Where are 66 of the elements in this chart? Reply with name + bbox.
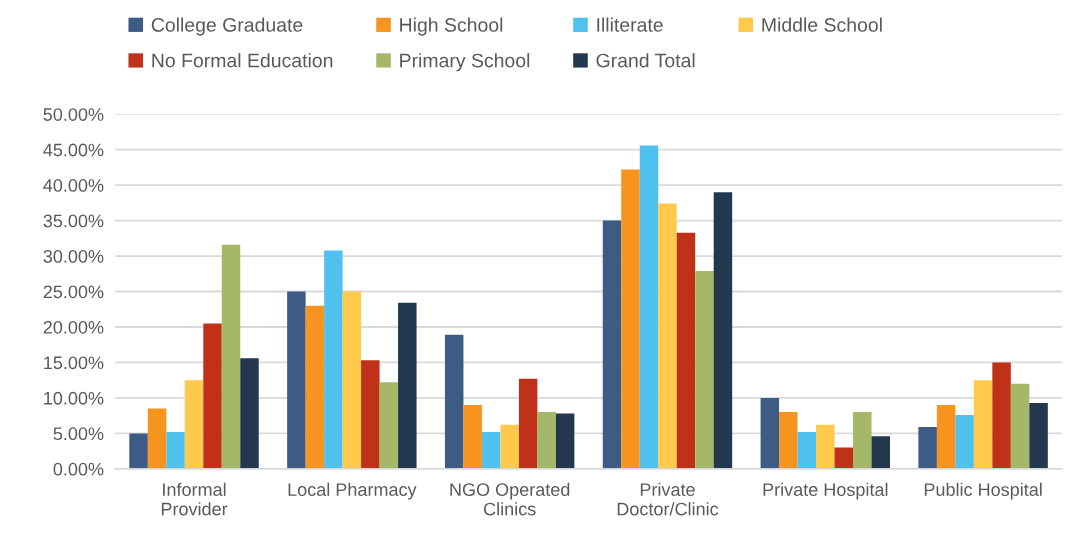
bar [287, 291, 306, 469]
legend-label: No Formal Education [152, 53, 333, 68]
bar [129, 433, 148, 469]
bar [834, 447, 854, 469]
bar [537, 412, 556, 469]
bar [518, 378, 538, 469]
legend-label: Middle School [762, 17, 882, 32]
bar [936, 405, 956, 469]
bar [361, 360, 380, 469]
y-tick-label: 10.00% [44, 391, 104, 405]
y-tick-label: 45.00% [43, 143, 104, 157]
y-tick-label: 35.00% [43, 214, 104, 228]
legend-label: College Graduate [151, 17, 303, 36]
bar [184, 380, 204, 469]
bar [639, 145, 659, 469]
bar [1029, 402, 1048, 469]
bar [379, 382, 399, 469]
bar [760, 397, 780, 469]
bar [444, 334, 464, 469]
x-tick-label: NGO Operated Clinics [450, 482, 570, 516]
legend-label: High School [400, 17, 503, 36]
legend-label: Illiterate [597, 17, 663, 32]
bar [500, 424, 519, 469]
x-tick-label: Local Pharmacy [288, 482, 417, 500]
y-tick-label: 25.00% [43, 285, 104, 299]
bar [973, 380, 993, 469]
y-tick-label: 5.00% [53, 427, 104, 441]
bar [713, 192, 733, 469]
x-tick-label: Public Hospital [924, 482, 1042, 500]
bar [816, 424, 835, 469]
bar [398, 302, 417, 469]
bar [481, 431, 501, 469]
bar [240, 358, 259, 469]
bar [305, 305, 325, 469]
bar [658, 203, 677, 469]
legend-label: Primary School [400, 53, 530, 72]
bar [1010, 383, 1030, 469]
bar [342, 291, 362, 469]
y-tick-label: 20.00% [43, 320, 104, 334]
bar [203, 323, 222, 469]
bar [166, 431, 185, 469]
bar [602, 220, 622, 469]
y-tick-label: 40.00% [43, 179, 104, 192]
x-tick-label: Private Doctor/Clinic [617, 482, 719, 516]
bar [797, 431, 817, 469]
y-tick-label: 0.00% [53, 462, 104, 476]
bar [221, 244, 241, 469]
y-tick-label: 15.00% [44, 356, 104, 370]
bar [463, 405, 482, 469]
bar [955, 414, 974, 469]
bar [324, 250, 343, 469]
legend-label: Grand Total [596, 53, 695, 68]
bar [555, 413, 575, 469]
x-tick-label: Private Hospital [763, 482, 888, 500]
bar [992, 362, 1011, 469]
bar [695, 270, 714, 469]
bar [918, 427, 937, 469]
bar [676, 232, 696, 469]
y-tick-label: 50.00% [43, 108, 104, 121]
bar [779, 412, 798, 469]
bar [147, 408, 167, 469]
y-tick-label: 30.00% [43, 249, 104, 263]
bar [621, 169, 640, 469]
bar [871, 436, 890, 469]
bar [853, 412, 872, 469]
x-tick-label: Informal Provider [161, 482, 228, 516]
